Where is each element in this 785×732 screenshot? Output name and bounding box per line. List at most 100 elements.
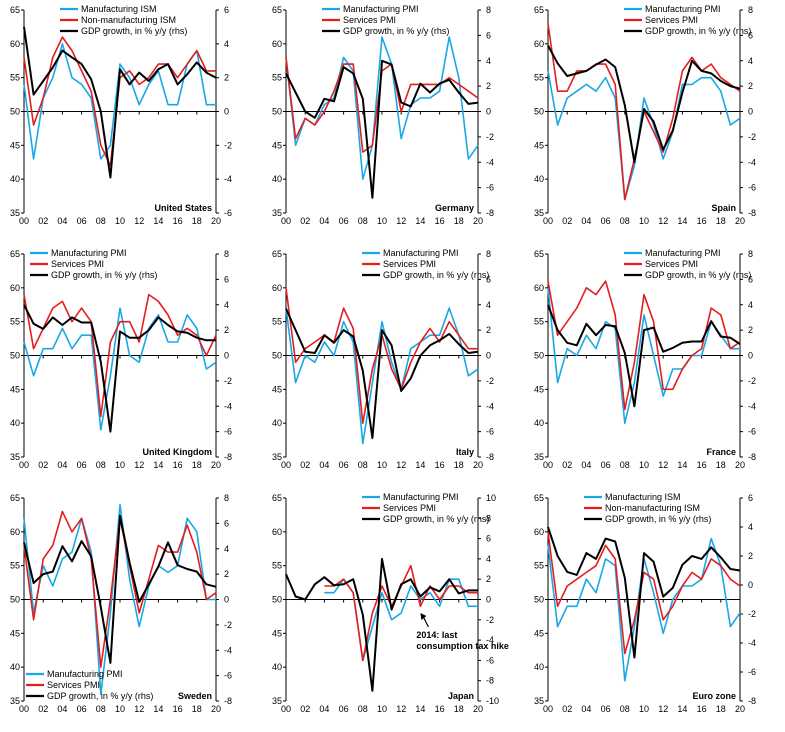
y-tick-label: 40 (272, 662, 282, 672)
x-tick-label: 04 (57, 704, 67, 714)
x-tick-label: 20 (735, 704, 745, 714)
y-tick-label: 55 (10, 561, 20, 571)
x-tick-label: 10 (115, 216, 125, 226)
legend-manufacturing-label: Manufacturing ISM (605, 492, 681, 502)
y-tick-label: 60 (10, 527, 20, 537)
y2-tick-label: 8 (748, 5, 753, 15)
y2-tick-label: 6 (224, 274, 229, 284)
y2-tick-label: 2 (748, 81, 753, 91)
y2-tick-label: 8 (486, 513, 491, 523)
y2-tick-label: 0 (224, 595, 229, 605)
x-tick-label: 14 (677, 460, 687, 470)
y2-tick-label: -4 (224, 401, 232, 411)
y-tick-label: 35 (10, 696, 20, 706)
x-tick-label: 12 (134, 460, 144, 470)
y-tick-label: 55 (272, 561, 282, 571)
series-manufacturing-line (23, 43, 216, 160)
x-tick-label: 04 (319, 216, 329, 226)
series-gdp-line (285, 308, 479, 439)
y-tick-label: 65 (272, 249, 282, 259)
x-tick-label: 00 (19, 704, 29, 714)
legend-services-label: Services PMI (645, 259, 698, 269)
y2-tick-label: 4 (224, 544, 229, 554)
y-tick-label: 45 (272, 384, 282, 394)
legend-manufacturing-label: Manufacturing ISM (81, 4, 157, 14)
series-gdp-line (23, 26, 217, 179)
y-tick-label: 60 (534, 39, 544, 49)
y2-tick-label: 8 (486, 5, 491, 15)
x-tick-label: 20 (735, 216, 745, 226)
legend-manufacturing-label: Manufacturing PMI (383, 248, 459, 258)
x-tick-label: 18 (716, 460, 726, 470)
y2-tick-label: -4 (486, 157, 494, 167)
x-tick-label: 20 (473, 216, 483, 226)
panel-title: Euro zone (692, 691, 736, 701)
x-tick-label: 02 (300, 704, 310, 714)
y-tick-label: 55 (10, 317, 20, 327)
y-tick-label: 65 (10, 5, 20, 15)
x-tick-label: 04 (57, 216, 67, 226)
x-tick-label: 08 (96, 460, 106, 470)
y2-tick-label: 0 (748, 351, 753, 361)
x-tick-label: 12 (396, 704, 406, 714)
y-tick-label: 50 (272, 351, 282, 361)
x-tick-label: 04 (581, 704, 591, 714)
y2-tick-label: -4 (748, 638, 756, 648)
y2-tick-label: -4 (224, 645, 232, 655)
series-gdp-line (23, 304, 216, 433)
legend-services-label: Non-manufacturing ISM (605, 503, 700, 513)
y2-tick-label: 2 (486, 325, 491, 335)
legend-gdp-label: GDP growth, in % y/y (rhs) (47, 691, 153, 701)
y2-tick-label: -2 (224, 140, 232, 150)
y-tick-label: 50 (10, 351, 20, 361)
y2-tick-label: -4 (486, 401, 494, 411)
y2-tick-label: -6 (224, 671, 232, 681)
legend-gdp-label: GDP growth, in % y/y (rhs) (81, 26, 187, 36)
y2-tick-label: 6 (486, 274, 491, 284)
x-tick-label: 02 (300, 216, 310, 226)
x-tick-label: 00 (543, 216, 553, 226)
y-tick-label: 45 (10, 384, 20, 394)
panel-title: Sweden (178, 691, 212, 701)
panel-title: Italy (456, 447, 474, 457)
legend-gdp-label: GDP growth, in % y/y (rhs) (383, 514, 489, 524)
y-tick-label: 55 (534, 73, 544, 83)
y-tick-label: 55 (10, 73, 20, 83)
x-tick-label: 06 (77, 704, 87, 714)
x-tick-label: 08 (96, 216, 106, 226)
y2-tick-label: -8 (224, 452, 232, 462)
x-tick-label: 16 (697, 460, 707, 470)
x-tick-label: 02 (38, 216, 48, 226)
x-tick-label: 02 (300, 460, 310, 470)
panel-italy: 35 40 45 50 55 60 65 -8 -6 -4 -2 0 2 4 6 8 00 02 04 06 08 10 1… (262, 244, 524, 488)
y-tick-label: 50 (272, 107, 282, 117)
y2-tick-label: 6 (748, 30, 753, 40)
x-tick-label: 10 (377, 216, 387, 226)
y2-tick-label: -2 (224, 620, 232, 630)
y-tick-label: 35 (272, 208, 282, 218)
y2-tick-label: 4 (224, 300, 229, 310)
y2-tick-label: 4 (486, 56, 491, 66)
y-tick-label: 45 (272, 628, 282, 638)
x-tick-label: 08 (358, 216, 368, 226)
x-tick-label: 18 (454, 460, 464, 470)
legend-services-label: Services PMI (51, 259, 104, 269)
panel-germany: 35 40 45 50 55 60 65 -8 -6 -4 -2 0 2 4 6 8 00 02 04 06 08 10 1… (262, 0, 524, 244)
legend-manufacturing-label: Manufacturing PMI (645, 4, 721, 14)
panel-united-states: 35 40 45 50 55 60 65 -6 -4 -2 0 2 4 6 00 02 04 06 08 10 12 14… (0, 0, 262, 244)
y2-tick-label: 6 (486, 30, 491, 40)
y-tick-label: 60 (272, 39, 282, 49)
annotation-text: 2014: last (416, 630, 457, 640)
y2-tick-label: -2 (486, 615, 494, 625)
y2-tick-label: -8 (748, 696, 756, 706)
x-tick-label: 08 (620, 704, 630, 714)
series-gdp-line (285, 557, 478, 692)
x-tick-label: 10 (377, 704, 387, 714)
y2-tick-label: 0 (486, 351, 491, 361)
series-gdp-line (547, 45, 741, 164)
y2-tick-label: 8 (486, 249, 491, 259)
y2-tick-label: 2 (748, 325, 753, 335)
legend-services-label: Services PMI (47, 680, 100, 690)
panel-japan: 35 40 45 50 55 60 65 -10 -8 -6 -4 -2 0 2 4 6 8 10 00 02 04 06… (262, 488, 524, 732)
